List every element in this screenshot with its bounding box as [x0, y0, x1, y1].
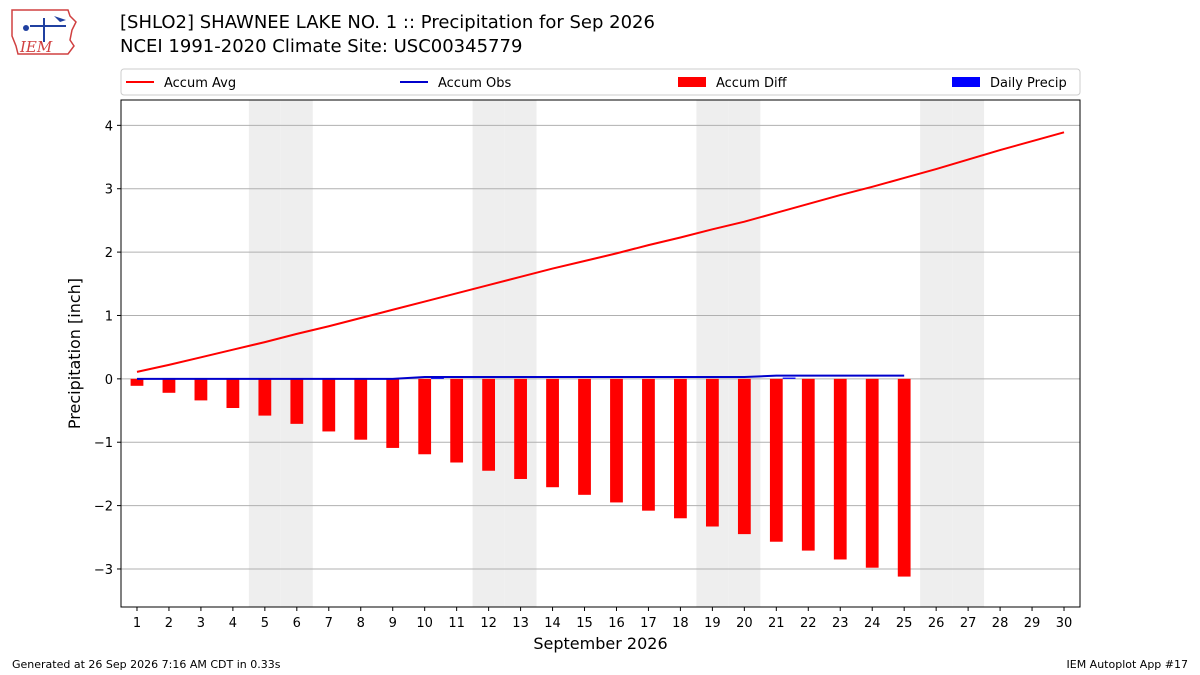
- weekend-band-6: [280, 100, 313, 607]
- x-tick-label: 8: [357, 616, 365, 631]
- y-tick-label: −3: [94, 563, 113, 578]
- x-tick-label: 24: [864, 616, 881, 631]
- accum-avg-line: [136, 131, 1065, 373]
- x-tick-label: 30: [1056, 616, 1073, 631]
- x-tick-label: 2: [165, 616, 173, 631]
- accum-diff-bar-19: [705, 378, 719, 527]
- x-tick-label: 25: [896, 616, 913, 631]
- y-tick-label: −1: [94, 436, 113, 451]
- accum-diff-bar-6: [290, 378, 304, 424]
- accum-diff-bar-22: [801, 378, 815, 551]
- legend: Accum Avg Accum Obs Accum Diff Daily Precip: [120, 68, 1081, 96]
- x-tick-label: 6: [293, 616, 301, 631]
- legend-swatch-2: [678, 77, 706, 87]
- accum-diff-bar-1: [130, 378, 144, 386]
- y-tick-label: 4: [105, 119, 113, 134]
- series-lines: [136, 131, 1065, 380]
- y-axis-label: Precipitation [inch]: [65, 278, 84, 429]
- accum-diff-bar-5: [258, 378, 272, 416]
- x-tick-label: 21: [768, 616, 785, 631]
- accum-diff-bar-8: [354, 378, 368, 440]
- weekend-band-12: [472, 100, 505, 607]
- svg-text:IEM: IEM: [19, 38, 53, 56]
- accum-diff-bar-18: [674, 378, 687, 519]
- x-tick-label: 5: [261, 616, 269, 631]
- x-tick-label: 3: [197, 616, 205, 631]
- y-tick-label: 2: [105, 246, 113, 261]
- accum-diff-bar-11: [450, 378, 464, 463]
- accum-diff-bar-21: [769, 378, 783, 542]
- plot-frame: [120, 99, 1081, 608]
- iem-logo: IEM: [8, 6, 80, 62]
- accum-diff-bar-20: [737, 378, 751, 535]
- x-tick-label: 29: [1024, 616, 1041, 631]
- accum-diff-bar-15: [578, 378, 591, 495]
- generated-timestamp: Generated at 26 Sep 2026 7:16 AM CDT in …: [12, 658, 281, 671]
- x-tick-label: 17: [640, 616, 657, 631]
- x-tick-label: 14: [544, 616, 561, 631]
- accum-diff-bar-10: [418, 378, 432, 455]
- legend-label: Daily Precip: [990, 76, 1067, 91]
- y-tick-label: 1: [105, 309, 113, 324]
- x-tick-label: 7: [325, 616, 333, 631]
- x-tick-label: 4: [229, 616, 237, 631]
- x-tick-label: 20: [736, 616, 753, 631]
- accum-diff-bar-25: [897, 378, 911, 577]
- legend-box: [120, 68, 1081, 96]
- gridlines: [121, 124, 1080, 570]
- x-tick-label: 16: [608, 616, 625, 631]
- x-tick-label: 13: [512, 616, 529, 631]
- x-tick-label: 15: [576, 616, 593, 631]
- legend-label: Accum Avg: [164, 76, 236, 91]
- accum-diff-bar-24: [865, 378, 879, 568]
- x-axis-ticks: 1 2 3 4 5 6 7 8 9 10 11 12 13 14 15 16 17 18 19 20 21 22 23 24 2…: [133, 607, 1072, 631]
- weekend-band-5: [248, 100, 281, 607]
- x-tick-label: 23: [832, 616, 849, 631]
- legend-label: Accum Diff: [716, 76, 788, 91]
- weekend-band-13: [504, 100, 537, 607]
- legend-label: Accum Obs: [438, 76, 511, 91]
- x-tick-label: 28: [992, 616, 1009, 631]
- legend-swatch-3: [952, 77, 980, 87]
- accum-diff-bar-2: [162, 378, 176, 393]
- x-tick-label: 27: [960, 616, 977, 631]
- x-tick-label: 19: [704, 616, 721, 631]
- y-tick-label: 0: [105, 373, 113, 388]
- accum-diff-bar-16: [610, 378, 623, 503]
- accum-diff-bar-23: [833, 378, 847, 560]
- chart-title: [SHLO2] SHAWNEE LAKE NO. 1 :: Precipitat…: [120, 12, 655, 33]
- accum-diff-bar-4: [226, 378, 240, 409]
- x-tick-label: 22: [800, 616, 817, 631]
- accum-diff-bar-13: [514, 378, 527, 479]
- accum-diff-bar-3: [194, 378, 208, 401]
- x-tick-label: 12: [480, 616, 497, 631]
- accum-diff-bar-12: [482, 378, 496, 471]
- app-credit: IEM Autoplot App #17: [1066, 658, 1189, 671]
- y-tick-label: −2: [94, 500, 113, 515]
- weekend-band-27: [952, 100, 985, 607]
- x-tick-label: 18: [672, 616, 689, 631]
- y-axis-ticks: 4 3 2 1 0 −1 −2 −3: [94, 119, 121, 578]
- daily-precip-bar-21: [782, 377, 796, 379]
- accum-diff-bar-17: [642, 378, 655, 511]
- y-tick-label: 3: [105, 183, 113, 198]
- weekend-band-26: [920, 100, 953, 607]
- accum-obs-line: [136, 374, 905, 380]
- x-tick-label: 26: [928, 616, 945, 631]
- accum-diff-bar-7: [322, 378, 336, 432]
- x-tick-label: 10: [416, 616, 433, 631]
- chart-subtitle: NCEI 1991-2020 Climate Site: USC00345779: [120, 36, 523, 57]
- x-tick-label: 1: [133, 616, 141, 631]
- x-tick-label: 9: [389, 616, 397, 631]
- accum-diff-bar-14: [546, 378, 559, 488]
- accum-diff-bars: [130, 378, 911, 577]
- x-axis-label: September 2026: [533, 634, 667, 653]
- accum-diff-bar-9: [386, 378, 400, 448]
- x-tick-label: 11: [448, 616, 465, 631]
- weekend-band-19: [696, 100, 729, 607]
